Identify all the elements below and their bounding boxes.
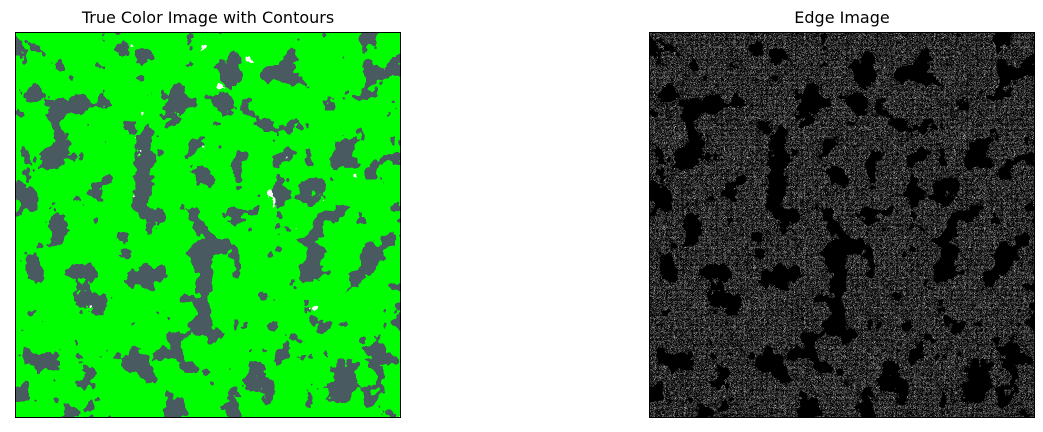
left-panel-title: True Color Image with Contours xyxy=(81,8,335,27)
edge-texture xyxy=(650,33,1034,417)
true-color-contour-svg xyxy=(16,33,400,417)
right-panel-title: Edge Image xyxy=(794,8,890,27)
edge-image xyxy=(649,32,1035,418)
cloud-layer xyxy=(16,33,400,417)
true-color-contour-image xyxy=(15,32,401,418)
edge-image-svg xyxy=(650,33,1034,417)
